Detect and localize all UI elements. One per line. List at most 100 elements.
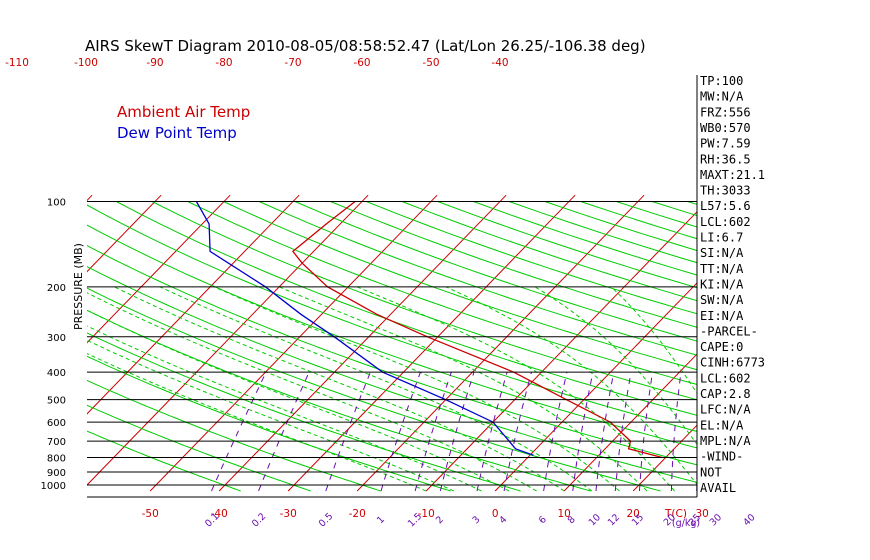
mixing-ratio-tick-label: 0.5 (317, 511, 335, 529)
moist-adiabat-line (445, 286, 697, 486)
pressure-tick-labels: 100 200 300 400 500 600 700 800 900 1000 (41, 198, 66, 493)
stat-line: TP:100 (700, 74, 743, 88)
stat-line: -PARCEL- (700, 324, 758, 338)
stat-line: -WIND- (700, 450, 743, 464)
dry-adiabat-line (258, 201, 697, 356)
dry-adiabat-line (87, 404, 311, 492)
isotherm-line (87, 194, 369, 486)
plot-area (0, 194, 870, 492)
mixing-ratio-line (670, 372, 682, 491)
mixing-ratio-line (595, 372, 615, 492)
dry-adiabat-line (187, 201, 697, 386)
dry-adiabat-line (759, 202, 870, 492)
mixing-ratio-line (639, 372, 654, 491)
stat-line: L57:5.6 (700, 199, 751, 213)
mixing-ratio-line (476, 372, 508, 492)
dry-adiabat-line (473, 201, 697, 276)
legend-temp-label: Ambient Air Temp (117, 103, 250, 121)
dry-adiabat-line (223, 201, 697, 371)
bottom-temp-tick-label: 0 (492, 508, 499, 520)
moist-adiabat-line (114, 286, 565, 492)
isotherm-line (494, 282, 697, 492)
bottom-temp-tick-label: 10 (558, 508, 571, 520)
top-temp-tick-label: -80 (215, 57, 232, 69)
dry-adiabat-line (87, 309, 591, 492)
stat-line: WB0:570 (700, 121, 751, 135)
moist-adiabat-line (87, 292, 537, 492)
stat-line: NOT (700, 465, 722, 479)
stat-line: AVAIL (700, 481, 736, 495)
dry-adiabat-line (87, 244, 697, 466)
stat-line: FRZ:556 (700, 105, 751, 119)
dry-adiabat-line (116, 201, 697, 416)
isotherm-line (632, 424, 697, 492)
y-axis-label: PRESSURE (MB) (72, 243, 85, 330)
stat-line: LCL:602 (700, 371, 751, 385)
bottom-temp-tick-label: 20 (627, 508, 640, 520)
mixing-ratio-line (414, 372, 452, 492)
moist-adiabat-line (87, 339, 455, 492)
mixing-ratio-unit-label: (g/kg) (672, 518, 700, 529)
isotherm-line (0, 195, 23, 491)
stat-line: CINH:6773 (700, 356, 765, 370)
mixing-ratio-line (614, 372, 632, 492)
stat-line: SW:N/A (700, 293, 744, 307)
moist-adiabat-line (87, 309, 510, 492)
moist-adiabat-line (159, 286, 593, 492)
bottom-temp-tick-label: -40 (211, 508, 228, 520)
stat-line: MAXT:21.1 (700, 168, 765, 182)
stat-line: CAPE:0 (700, 340, 743, 354)
mixing-ratio-line (503, 372, 532, 492)
pressure-tick-label: 700 (47, 437, 66, 448)
isotherm-line (771, 195, 870, 491)
stat-line: MPL:N/A (700, 434, 751, 448)
dry-adiabat-line (651, 201, 697, 217)
temperature-tick-labels: -50-40-30-20-100102030T(C)-120-110-100-9… (5, 57, 709, 520)
bottom-temp-tick-label: -30 (280, 508, 297, 520)
dry-adiabat-line (87, 266, 697, 483)
dry-adiabat-line (87, 224, 697, 449)
stat-line: TH:3033 (700, 184, 751, 198)
pressure-tick-label: 300 (47, 333, 66, 344)
stat-line: RH:36.5 (700, 152, 751, 166)
isotherm-line (287, 194, 576, 492)
isotherm-line (425, 211, 697, 492)
top-temp-tick-label: -100 (74, 57, 98, 69)
mixing-ratio-line (325, 372, 371, 492)
isotherm-line (356, 194, 645, 492)
moist-adiabat-line (534, 286, 697, 446)
mixing-ratio-line (439, 372, 475, 492)
isobars (87, 75, 698, 498)
dry-adiabat-line (87, 287, 661, 492)
moist-adiabat-line (356, 286, 675, 492)
top-temp-tick-label: -70 (284, 57, 301, 69)
moist-adiabat-line (610, 286, 697, 395)
moist-adiabat-line (278, 286, 648, 492)
stat-line: EL:N/A (700, 418, 744, 432)
moist-adiabat-line (213, 286, 620, 492)
bottom-temp-tick-label: -10 (418, 508, 435, 520)
chart-title: AIRS SkewT Diagram 2010-08-05/08:58:52.4… (85, 37, 646, 55)
top-temp-tick-label: -110 (5, 57, 29, 69)
bottom-temp-tick-label: -50 (142, 508, 159, 520)
dry-adiabat-line (330, 201, 697, 328)
bottom-temp-tick-label: 30 (696, 508, 709, 520)
stat-line: LFC:N/A (700, 403, 751, 417)
dewpoint-profile-line (195, 201, 534, 456)
stat-line: LCL:602 (700, 215, 751, 229)
pressure-tick-label: 500 (47, 396, 66, 407)
mixing-ratio-line (258, 371, 310, 492)
stat-line: SI:N/A (700, 246, 744, 260)
stat-line: LI:6.7 (700, 231, 743, 245)
mixing-ratio-tick-label: 10 (587, 512, 603, 528)
stat-line: PW:7.59 (700, 137, 751, 151)
mixing-ratio-tick-label: 12 (606, 512, 622, 528)
pressure-tick-label: 1000 (41, 481, 66, 492)
pressure-tick-label: 800 (47, 454, 66, 465)
pressure-tick-label: 900 (47, 468, 66, 479)
mixing-ratio-tick-label: 0.2 (250, 511, 268, 529)
mixing-ratio-tick-label: 4 (497, 514, 509, 526)
moist-adiabat-line (87, 353, 427, 492)
